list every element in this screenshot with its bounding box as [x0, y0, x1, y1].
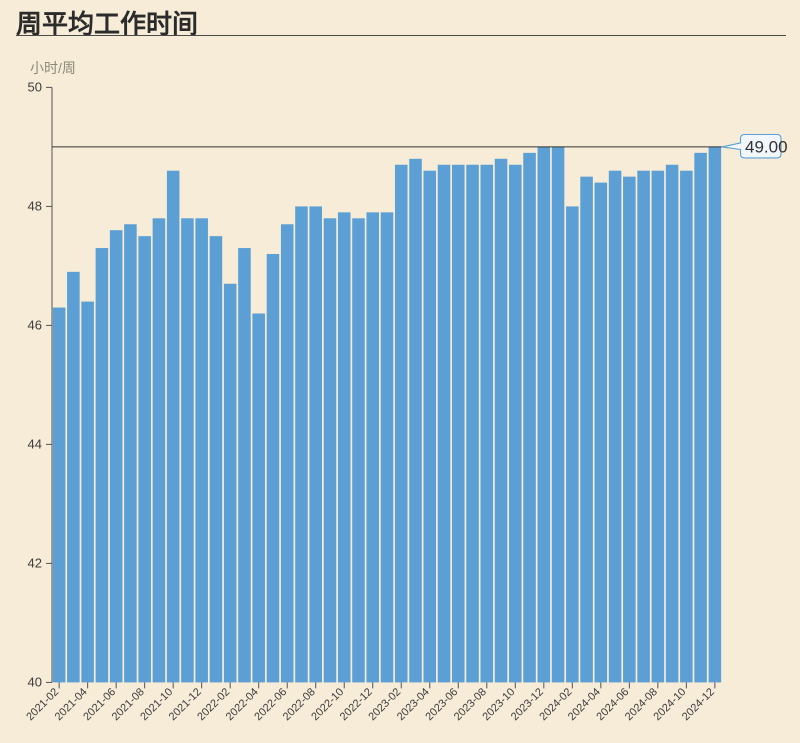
svg-text:46: 46 — [28, 317, 42, 332]
svg-text:42: 42 — [28, 555, 42, 570]
svg-text:44: 44 — [28, 436, 42, 451]
svg-text:49.00: 49.00 — [745, 138, 788, 157]
svg-text:40: 40 — [28, 674, 42, 689]
svg-text:48: 48 — [28, 198, 42, 213]
svg-text:50: 50 — [28, 79, 42, 94]
